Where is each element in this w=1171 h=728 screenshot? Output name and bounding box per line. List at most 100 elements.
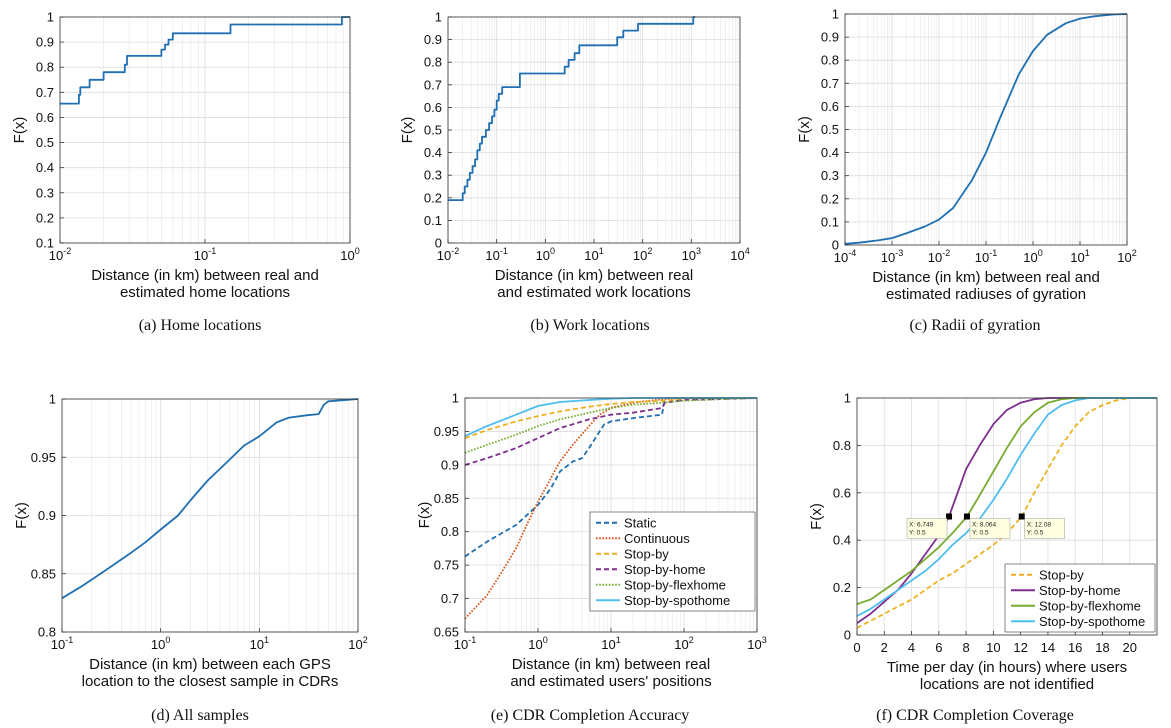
grid-lines [59, 16, 351, 244]
x-tick-label: 18 [1095, 640, 1109, 655]
x-tick-label: 100 [528, 635, 547, 652]
x-tick-label: 100 [1023, 248, 1042, 265]
y-tick-label: 1 [435, 10, 442, 25]
x-tick-label: 6 [935, 640, 942, 655]
series-line-stop-by-flexhome [465, 397, 757, 454]
x-tick-label: 10-2 [49, 246, 71, 263]
y-tick-label: 0.5 [821, 122, 839, 137]
caption-d: (d) All samples [151, 707, 249, 724]
legend-label: Stop-by-flexhome [624, 577, 726, 592]
legend-label: Continuous [624, 531, 690, 546]
y-axis-label: F(x) [13, 502, 30, 529]
series-line-continuous [465, 397, 757, 620]
legend-label: Stop-by-flexhome [1039, 598, 1141, 613]
y-tick-label: 0.75 [434, 558, 459, 573]
y-tick-label: 0.1 [36, 236, 54, 251]
x-tick-label: 12 [1013, 640, 1027, 655]
series-line-stop-by-home [465, 397, 757, 466]
y-tick-label: 0.3 [424, 168, 442, 183]
y-tick-label: 0 [435, 236, 442, 251]
datatip-marker [1018, 513, 1025, 520]
y-tick-label: 0.6 [821, 99, 839, 114]
y-tick-label: 0.5 [424, 123, 442, 138]
datatip-text: Y: 0.5 [909, 530, 926, 537]
x-tick-label: 100 [340, 246, 359, 263]
y-tick-label: 0.2 [424, 190, 442, 205]
series-group [845, 13, 1127, 245]
caption-b: (b) Work locations [530, 317, 650, 334]
y-tick-label: 0.7 [36, 85, 54, 100]
x-axis-label: Distance (in km) between real [495, 267, 693, 284]
x-tick-label: 101 [250, 635, 269, 652]
y-tick-label: 0.4 [821, 145, 839, 160]
legend: StaticContinuousStop-byStop-by-homeStop-… [589, 511, 756, 612]
caption-e: (e) CDR Completion Accuracy [490, 707, 690, 724]
x-tick-label: 102 [633, 246, 652, 263]
legend-label: Stop-by-home [624, 562, 706, 577]
chart-panel-a: 10-2 10-1 100 0.1 0.2 0.3 0.4 0.5 0.6 0.7 0.8 0.9 1 F… [11, 10, 360, 302]
y-axis-label: F(x) [399, 117, 416, 144]
x-axis-label: and estimated users' positions [510, 673, 711, 690]
y-tick-label: 0.8 [833, 438, 851, 453]
chart-panel-f: 0 2 4 6 8 10 12 14 16 18 20 0 0.2 0.4 0.6 0.8 1 F(x) Time … [808, 391, 1158, 693]
caption-c: (c) Radii of gyration [909, 317, 1041, 334]
y-tick-label: 0.8 [424, 55, 442, 70]
y-axis-label: F(x) [416, 502, 433, 529]
datatip-marker [946, 513, 953, 520]
x-axis-label: Time per day (in hours) where users [887, 659, 1127, 676]
datatip-text: Y: 0.5 [972, 530, 989, 537]
chart-panel-c: 10-4 10-3 10-2 10-1 100 101 102 0 0.1 0.2 0.3 0.4 0.… [796, 7, 1137, 304]
series-line-0 [845, 13, 1127, 245]
chart-panel-d: 10-1 100 101 102 0.8 0.85 0.9 0.95 1 F(x) Distance… [13, 392, 368, 691]
x-axis-label: Distance (in km) between real and [872, 269, 1100, 286]
x-tick-label: 14 [1041, 640, 1055, 655]
y-tick-label: 0.1 [821, 214, 839, 229]
grid-lines [447, 16, 741, 244]
datatip[interactable]: X: 12.08Y: 0.5 [1018, 513, 1065, 539]
y-tick-label: 0.4 [424, 145, 442, 160]
y-tick-label: 0.6 [36, 110, 54, 125]
legend-label: Stop-by [624, 546, 669, 561]
x-tick-label: 16 [1068, 640, 1082, 655]
y-tick-label: 0.8 [38, 625, 56, 640]
y-axis-label: F(x) [11, 117, 28, 144]
x-axis-label: Distance (in km) between each GPS [89, 656, 331, 673]
x-axis-label: Distance (in km) between real [512, 656, 710, 673]
legend-label: Static [624, 515, 657, 530]
x-tick-label: 10-3 [881, 248, 903, 265]
x-tick-label: 102 [348, 635, 367, 652]
y-tick-label: 0.1 [424, 213, 442, 228]
y-tick-label: 1 [47, 10, 54, 25]
y-tick-label: 0.9 [821, 30, 839, 45]
y-tick-label: 0 [844, 628, 851, 643]
datatip-box [906, 518, 948, 539]
x-axis-label: estimated home locations [120, 284, 290, 301]
legend-label: Stop-by [1039, 567, 1084, 582]
y-tick-label: 0.4 [36, 160, 54, 175]
x-axis-label: location to the closest sample in CDRs [82, 673, 339, 690]
y-tick-label: 0.8 [36, 60, 54, 75]
legend: Stop-byStop-by-homeStop-by-flexhomeStop-… [1004, 563, 1156, 633]
x-tick-label: 20 [1122, 640, 1136, 655]
y-axis-label: F(x) [796, 116, 813, 143]
series-group [62, 398, 358, 599]
x-axis-label: locations are not identified [920, 676, 1094, 693]
x-tick-label: 10 [986, 640, 1000, 655]
y-tick-label: 0.3 [821, 168, 839, 183]
datatip-text: X: 12.08 [1027, 522, 1052, 529]
datatip-text: Y: 0.5 [1027, 530, 1044, 537]
series-line-0 [448, 16, 696, 201]
legend-box [589, 511, 756, 612]
y-tick-label: 0.8 [441, 524, 459, 539]
y-tick-label: 0.2 [36, 210, 54, 225]
y-axis-label: F(x) [808, 503, 825, 530]
x-tick-label: 8 [962, 640, 969, 655]
x-tick-label: 10-4 [834, 248, 856, 265]
y-tick-label: 0.8 [821, 53, 839, 68]
x-tick-label: 103 [682, 246, 701, 263]
y-tick-label: 0.9 [36, 35, 54, 50]
y-tick-label: 1 [452, 391, 459, 406]
